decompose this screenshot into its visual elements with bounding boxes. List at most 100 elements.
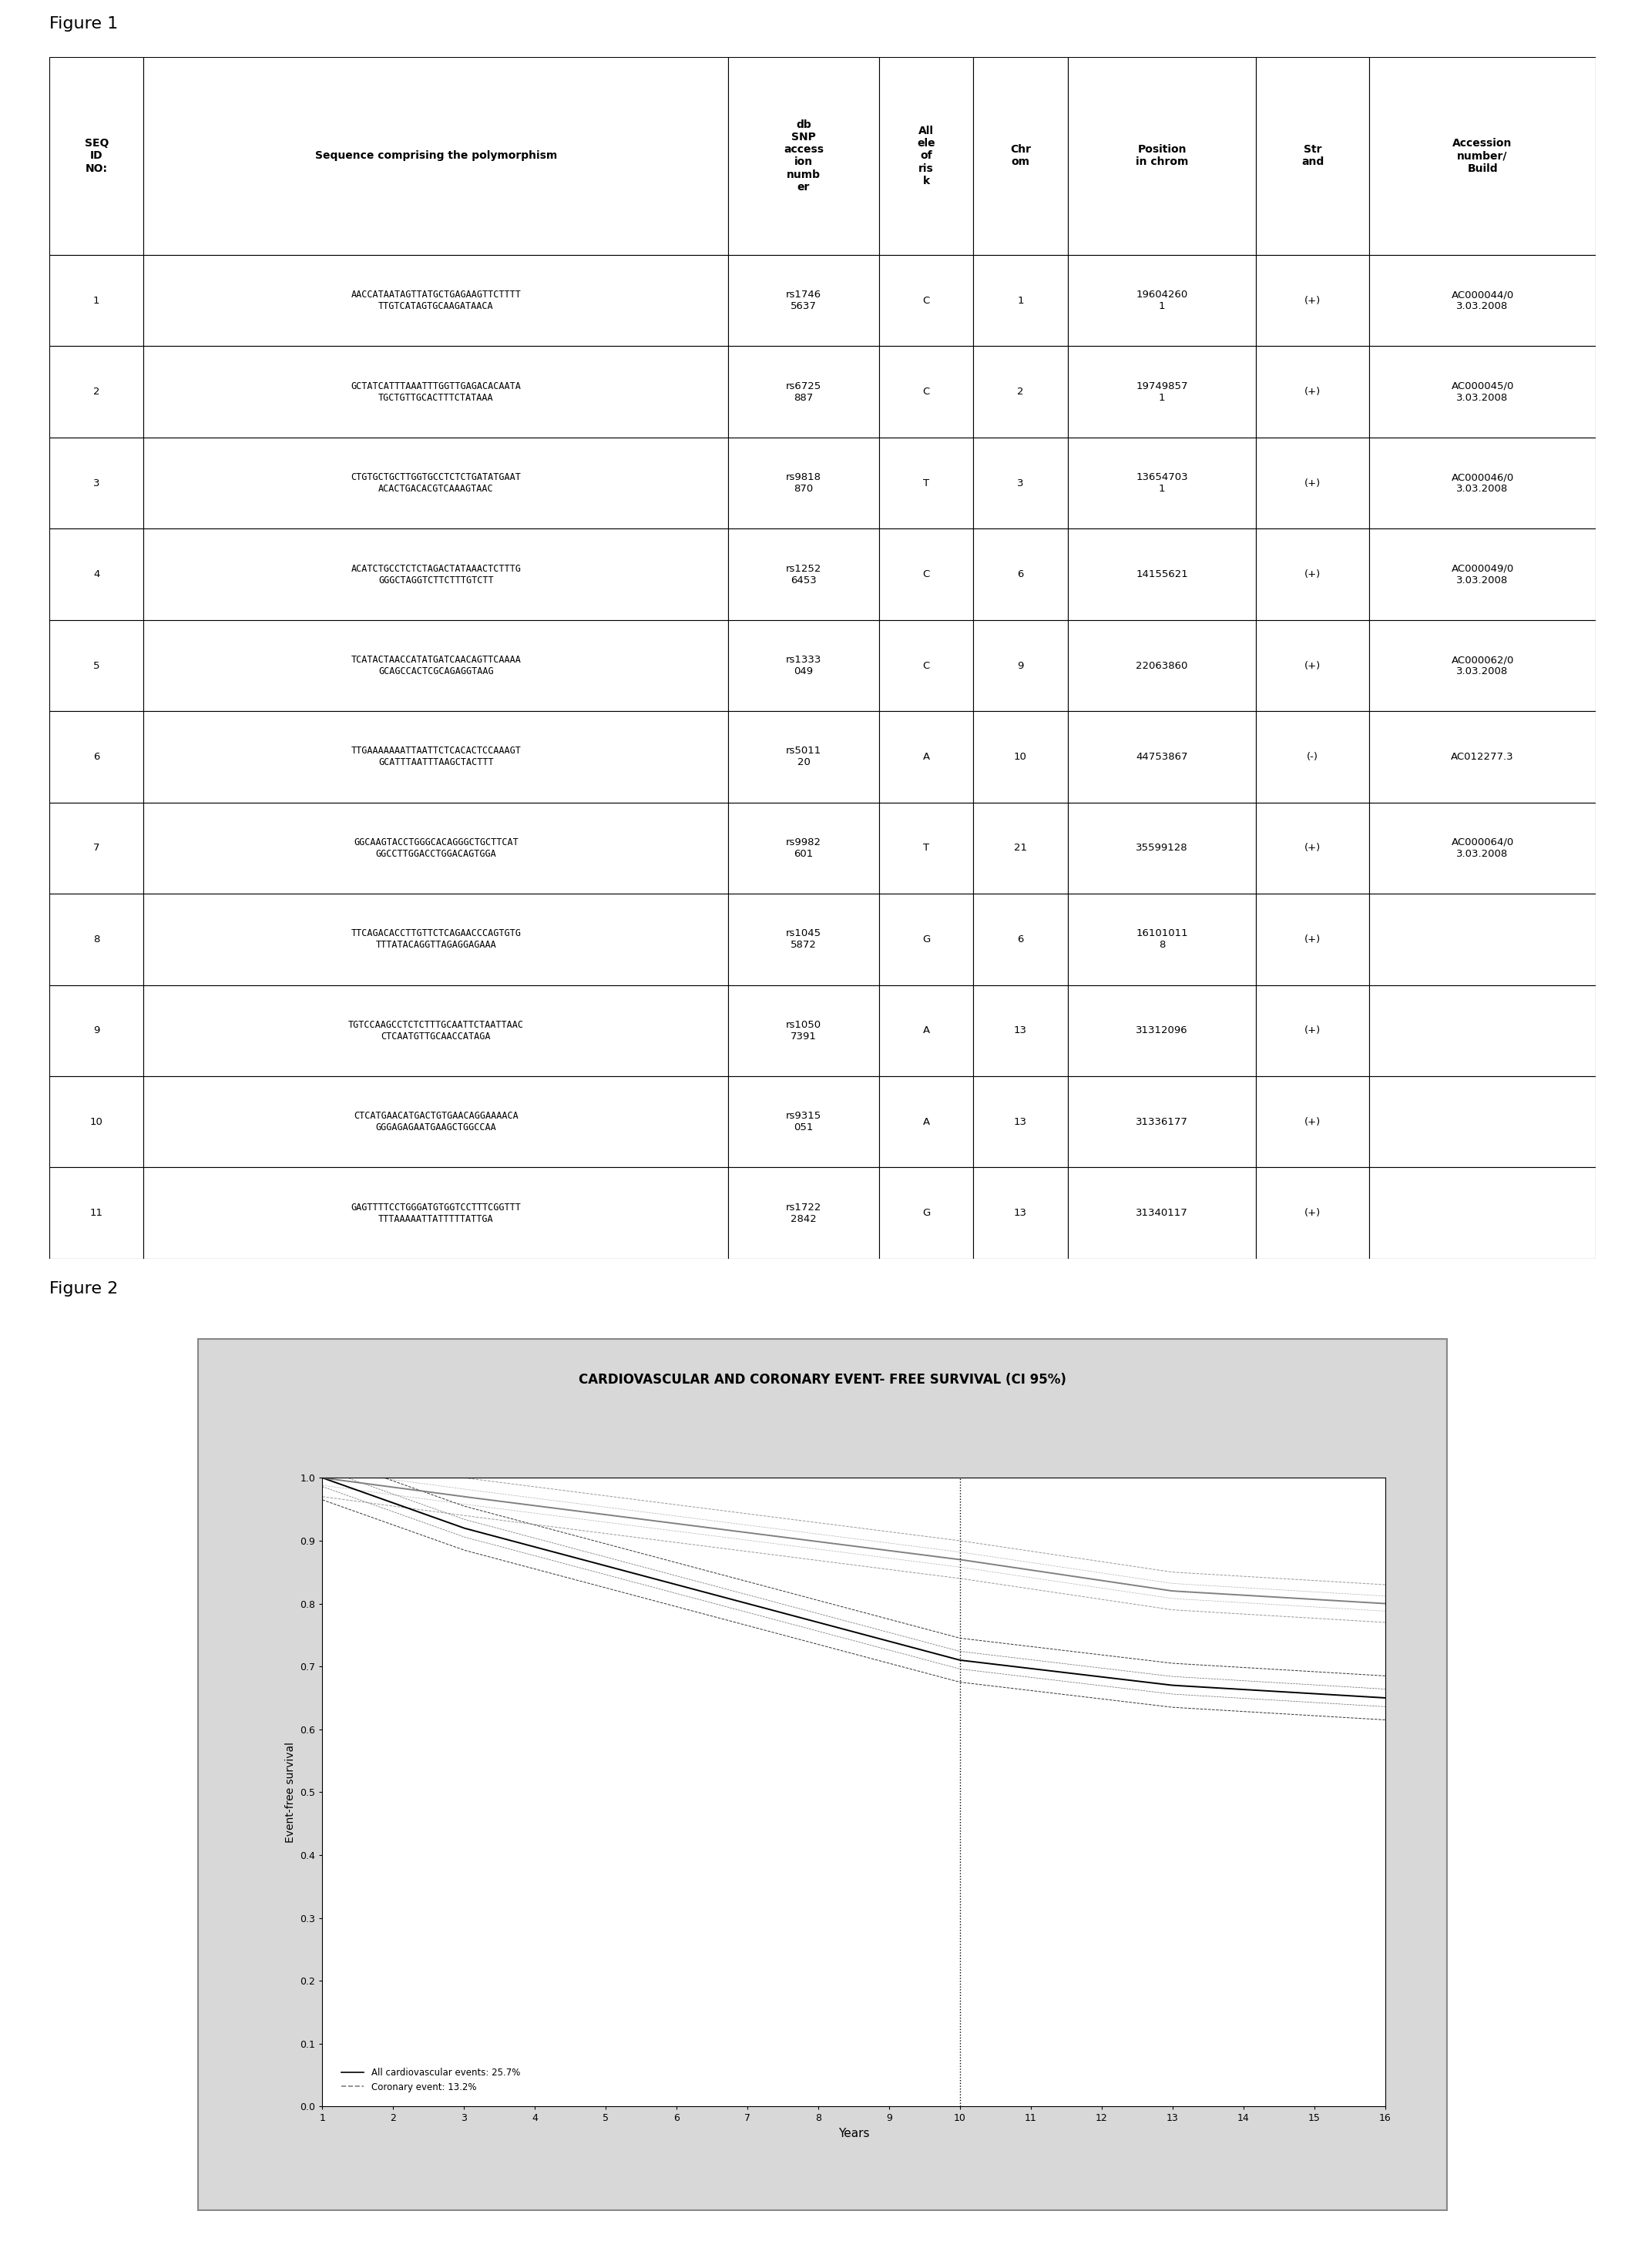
All cardiovascular events: 25.7%: (13.6, 0.666): 25.7%: (13.6, 0.666) [1207, 1674, 1227, 1701]
Text: (+): (+) [1304, 388, 1321, 397]
Bar [1369, 438, 1596, 528]
Bar [974, 438, 1068, 528]
Coronary event: 13.2%: (10.2, 0.867): 13.2%: (10.2, 0.867) [962, 1547, 982, 1574]
Bar [974, 984, 1068, 1077]
Bar [1068, 254, 1257, 347]
Text: 3: 3 [1017, 479, 1023, 488]
Bar [143, 984, 729, 1077]
Text: rs1050
7391: rs1050 7391 [786, 1021, 821, 1041]
Bar [1257, 528, 1369, 619]
Coronary event: 13.2%: (9.93, 0.871): 13.2%: (9.93, 0.871) [946, 1545, 966, 1572]
Text: rs5011
20: rs5011 20 [786, 746, 821, 767]
Text: rs9818
870: rs9818 870 [786, 472, 821, 494]
Bar [1068, 57, 1257, 254]
Text: ACATCTGCCTCTCTAGACTATAAACTCTTTG
GGGCTAGGTCTTCTTTGTCTT: ACATCTGCCTCTCTAGACTATAAACTCTTTG GGGCTAGG… [350, 565, 521, 585]
Text: A: A [923, 1025, 929, 1036]
All cardiovascular events: 25.7%: (1, 1): 25.7%: (1, 1) [313, 1465, 332, 1492]
Bar [729, 438, 878, 528]
Bar [1068, 528, 1257, 619]
Bar [1369, 528, 1596, 619]
Text: 31312096: 31312096 [1137, 1025, 1188, 1036]
Bar [878, 438, 974, 528]
Bar [143, 619, 729, 712]
Text: (+): (+) [1304, 569, 1321, 578]
Bar [1257, 803, 1369, 894]
Text: 10: 10 [90, 1116, 104, 1127]
Text: 4: 4 [94, 569, 100, 578]
Bar [1369, 712, 1596, 803]
Bar [49, 1077, 143, 1168]
Text: 11: 11 [90, 1209, 104, 1218]
Text: 16101011
8: 16101011 8 [1137, 928, 1188, 950]
Text: Chr
om: Chr om [1010, 145, 1031, 168]
Text: AC000044/0
3.03.2008: AC000044/0 3.03.2008 [1451, 290, 1513, 311]
Text: 6: 6 [94, 753, 100, 762]
Bar [729, 712, 878, 803]
Bar [1257, 347, 1369, 438]
Y-axis label: Event-free survival: Event-free survival [285, 1742, 296, 1842]
Bar [1068, 803, 1257, 894]
Bar [729, 347, 878, 438]
Bar [878, 347, 974, 438]
Text: Position
in chrom: Position in chrom [1135, 145, 1188, 168]
Bar [143, 1168, 729, 1259]
Bar [143, 528, 729, 619]
Bar [143, 712, 729, 803]
All cardiovascular events: 25.7%: (9.88, 0.714): 25.7%: (9.88, 0.714) [941, 1644, 961, 1672]
Bar [974, 347, 1068, 438]
Text: 22063860: 22063860 [1137, 660, 1188, 671]
Text: 19749857
1: 19749857 1 [1137, 381, 1188, 404]
Text: C: C [923, 660, 929, 671]
Text: rs1045
5872: rs1045 5872 [786, 928, 821, 950]
Bar [974, 1168, 1068, 1259]
Text: TTCAGACACCTTGTTCTCAGAACCCAGTGTG
TTTATACAGGTTAGAGGAGAAA: TTCAGACACCTTGTTCTCAGAACCCAGTGTG TTTATACA… [350, 928, 521, 950]
Text: AC000046/0
3.03.2008: AC000046/0 3.03.2008 [1451, 472, 1513, 494]
Bar [49, 438, 143, 528]
Text: 19604260
1: 19604260 1 [1137, 290, 1188, 311]
Bar [49, 712, 143, 803]
Bar [143, 438, 729, 528]
Bar [878, 1168, 974, 1259]
Bar [878, 1077, 974, 1168]
Text: Figure 1: Figure 1 [49, 16, 118, 32]
Bar [729, 984, 878, 1077]
Text: (+): (+) [1304, 479, 1321, 488]
Bar [1068, 1168, 1257, 1259]
Text: Sequence comprising the polymorphism: Sequence comprising the polymorphism [314, 150, 558, 161]
Bar [1257, 894, 1369, 984]
Coronary event: 13.2%: (16, 0.8): 13.2%: (16, 0.8) [1375, 1590, 1395, 1617]
Bar [1369, 1077, 1596, 1168]
Bar [974, 1077, 1068, 1168]
Bar [49, 528, 143, 619]
All cardiovascular events: 25.7%: (10.2, 0.708): 25.7%: (10.2, 0.708) [962, 1649, 982, 1676]
Bar [974, 57, 1068, 254]
Text: rs1722
2842: rs1722 2842 [786, 1202, 821, 1225]
Bar [1257, 984, 1369, 1077]
Line: All cardiovascular events: 25.7%: All cardiovascular events: 25.7% [322, 1479, 1385, 1699]
Bar [49, 894, 143, 984]
Bar [1068, 619, 1257, 712]
Text: (+): (+) [1304, 295, 1321, 306]
Bar [878, 619, 974, 712]
Bar [1257, 619, 1369, 712]
Text: AC000062/0
3.03.2008: AC000062/0 3.03.2008 [1451, 655, 1513, 676]
Legend: All cardiovascular events: 25.7%, Coronary event: 13.2%: All cardiovascular events: 25.7%, Corona… [337, 2064, 523, 2096]
Text: rs9982
601: rs9982 601 [786, 837, 821, 860]
Coronary event: 13.2%: (1, 1): 13.2%: (1, 1) [313, 1465, 332, 1492]
Bar [1257, 1077, 1369, 1168]
Text: TGTCCAAGCCTCTCTTTGCAATTCTAATTAAC
CTCAATGTTGCAACCATAGA: TGTCCAAGCCTCTCTTTGCAATTCTAATTAAC CTCAATG… [349, 1021, 523, 1041]
Bar [974, 712, 1068, 803]
Text: (+): (+) [1304, 1116, 1321, 1127]
Bar [974, 254, 1068, 347]
All cardiovascular events: 25.7%: (1.05, 0.998): 25.7%: (1.05, 0.998) [316, 1465, 336, 1492]
Coronary event: 13.2%: (13.6, 0.816): 13.2%: (13.6, 0.816) [1207, 1581, 1227, 1608]
Text: All
ele
of
ris
k: All ele of ris k [918, 125, 936, 186]
Bar [1369, 347, 1596, 438]
Text: Str
and: Str and [1301, 145, 1324, 168]
Text: AACCATAATAGTTATGCTGAGAAGTTCTTTT
TTGTCATAGTGCAAGATAACA: AACCATAATAGTTATGCTGAGAAGTTCTTTT TTGTCATA… [350, 290, 521, 311]
Text: GGCAAGTACCTGGGCACAGGGCTGCTTCAT
GGCCTTGGACCTGGACAGTGGA: GGCAAGTACCTGGGCACAGGGCTGCTTCAT GGCCTTGGA… [354, 837, 518, 860]
Text: 35599128: 35599128 [1137, 844, 1188, 853]
Text: G: G [923, 934, 929, 943]
Text: (+): (+) [1304, 844, 1321, 853]
Text: db
SNP
access
ion
numb
er: db SNP access ion numb er [783, 120, 824, 193]
